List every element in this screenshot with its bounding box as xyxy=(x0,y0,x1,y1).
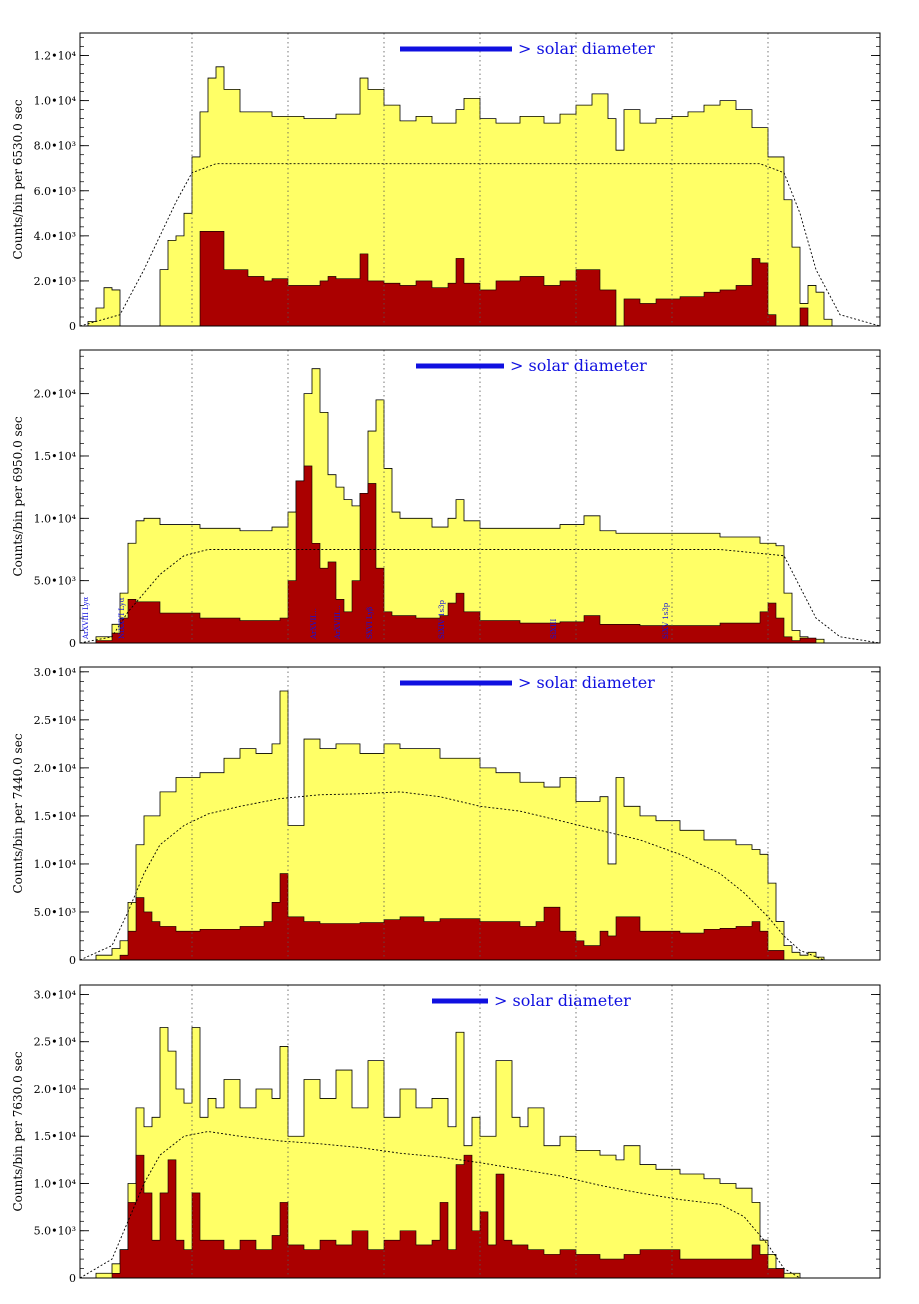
y-tick-label: 6.0•10³ xyxy=(34,185,76,198)
series-model-line xyxy=(79,791,880,961)
emission-line-label: SiXIV 1s3p xyxy=(438,599,446,639)
emission-line-label: NiXXVI Lyα xyxy=(118,597,126,639)
solar-diameter-label: > solar diameter xyxy=(494,991,631,1010)
y-axis-label: Counts/bin per 7630.0 sec xyxy=(11,1051,25,1211)
y-tick-label: 1.5•10⁴ xyxy=(34,450,77,463)
emission-line-label: SXVI Lyβ xyxy=(366,607,374,639)
plot-frame xyxy=(79,666,881,961)
y-tick-label: 4.0•10³ xyxy=(34,230,76,243)
y-tick-label: 0 xyxy=(69,637,76,650)
series-hard-area xyxy=(80,465,880,644)
plot-frame xyxy=(79,984,881,1279)
series-model-line xyxy=(79,163,881,327)
y-tick-label: 2.0•10⁴ xyxy=(34,388,77,401)
series-model-line xyxy=(79,1131,880,1279)
y-axis-label: Counts/bin per 6530.0 sec xyxy=(11,99,25,259)
y-tick-label: 8.0•10³ xyxy=(34,140,76,153)
y-tick-label: 5.0•10³ xyxy=(34,1225,76,1238)
series-hard-area xyxy=(80,873,880,961)
y-tick-label: 2.5•10⁴ xyxy=(34,1036,77,1049)
series-hard-area xyxy=(80,231,880,327)
y-tick-label: 0 xyxy=(69,954,76,967)
solar-diameter-label: > solar diameter xyxy=(518,39,655,58)
emission-line-label: ArXVIII Lyα xyxy=(82,597,90,640)
y-tick-label: 2.5•10⁴ xyxy=(34,714,77,727)
y-axis-label: Counts/bin per 6950.0 sec xyxy=(11,416,25,576)
y-tick-label: 5.0•10³ xyxy=(34,575,76,588)
emission-line-label: ArXVIII… xyxy=(334,605,342,640)
y-tick-label: 0 xyxy=(69,1272,76,1285)
y-tick-label: 3.0•10⁴ xyxy=(34,666,77,679)
series-hard-area xyxy=(80,1154,880,1279)
series-total-area xyxy=(80,368,880,644)
y-tick-label: 1.5•10⁴ xyxy=(34,810,77,823)
y-tick-label: 2.0•10³ xyxy=(34,275,76,288)
chart-panel-2: 0 5.0•10³ 1.0•10⁴ 1.5•10⁴ 2.0•10⁴ Counts/bin … xyxy=(11,349,881,650)
y-tick-label: 5.0•10³ xyxy=(34,906,76,919)
emission-line-label: SiXIII xyxy=(550,618,558,639)
y-axis-label: Counts/bin per 7440.0 sec xyxy=(11,733,25,893)
y-tick-label: 1.0•10⁴ xyxy=(34,1177,77,1190)
y-tick-label: 2.0•10⁴ xyxy=(34,762,77,775)
emission-line-label: ArXVII… xyxy=(310,608,318,640)
y-tick-label: 0 xyxy=(69,320,76,333)
y-tick-label: 1.2•10⁴ xyxy=(34,50,77,63)
y-tick-label: 1.0•10⁴ xyxy=(34,858,77,871)
y-tick-label: 2.0•10⁴ xyxy=(34,1083,77,1096)
chart-panel-3: 0 5.0•10³ 1.0•10⁴ 1.5•10⁴ 2.0•10⁴ 2.5•10⁴ 3.0•… xyxy=(11,666,881,967)
emission-line-label: SiXV 1s3p xyxy=(662,602,670,639)
y-tick-label: 1.0•10⁴ xyxy=(34,95,77,108)
y-tick-label: 1.5•10⁴ xyxy=(34,1130,77,1143)
chart-panel-1: 0 2.0•10³ 4.0•10³ 6.0•10³ 8.0•10³ 1.0•10⁴ 1.2•… xyxy=(11,32,881,333)
y-tick-label: 3.0•10⁴ xyxy=(34,988,77,1001)
y-tick-label: 1.0•10⁴ xyxy=(34,512,77,525)
plot-frame xyxy=(79,349,881,644)
solar-diameter-label: > solar diameter xyxy=(510,356,647,375)
plot-frame xyxy=(79,32,881,327)
chart-panel-4: 0 5.0•10³ 1.0•10⁴ 1.5•10⁴ 2.0•10⁴ 2.5•10⁴ 3.0•… xyxy=(11,984,881,1285)
solar-diameter-label: > solar diameter xyxy=(518,673,655,692)
